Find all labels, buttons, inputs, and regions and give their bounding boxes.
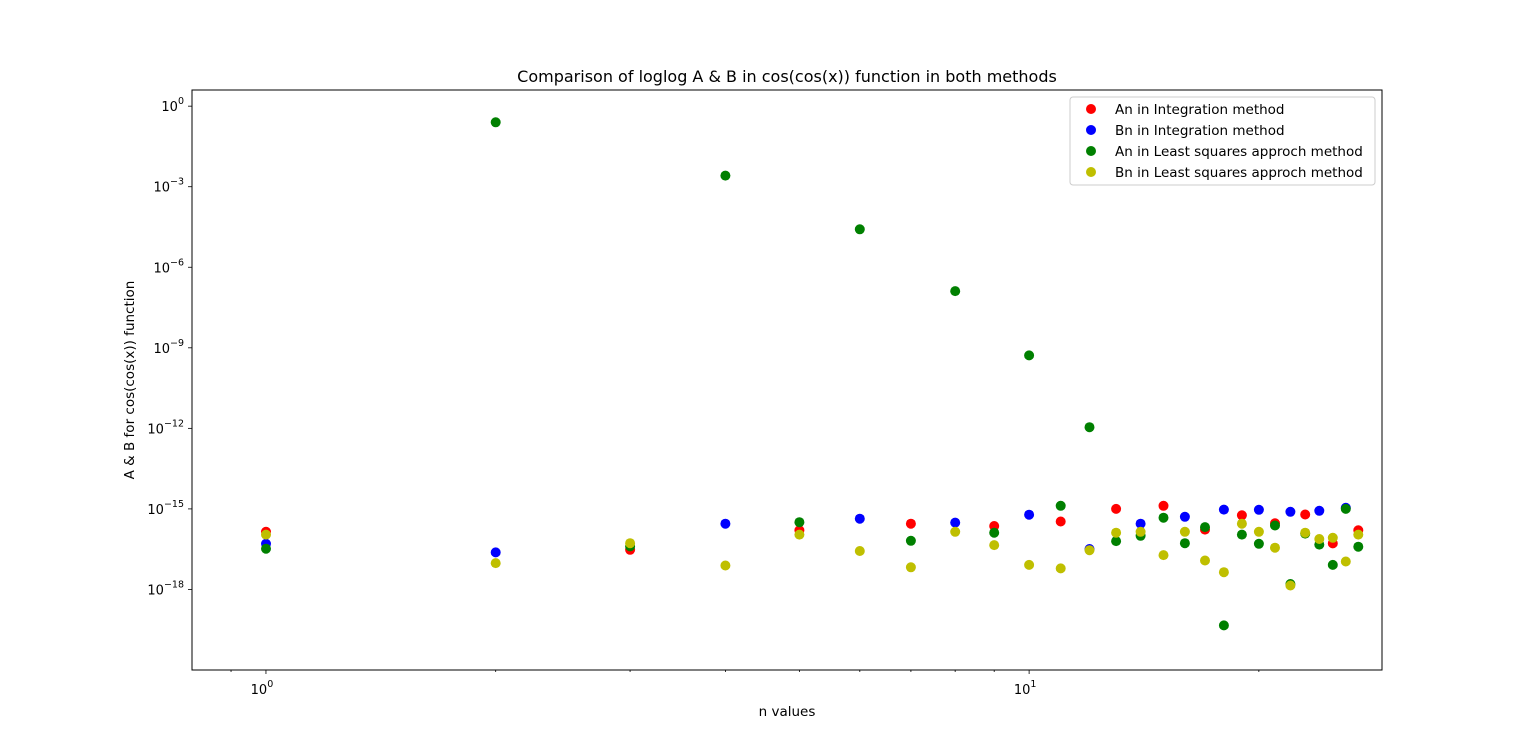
data-point bbox=[989, 540, 1000, 551]
data-point bbox=[1340, 503, 1351, 514]
data-point bbox=[1024, 559, 1035, 570]
data-point bbox=[1327, 559, 1338, 570]
data-point bbox=[1024, 509, 1035, 520]
x-tick-label: 101 bbox=[1014, 679, 1037, 698]
legend-label: Bn in Least squares approch method bbox=[1115, 165, 1363, 181]
data-point bbox=[261, 529, 271, 540]
data-point bbox=[1055, 500, 1066, 511]
data-point bbox=[1179, 511, 1190, 522]
legend-marker bbox=[1086, 104, 1096, 114]
legend-label: Bn in Integration method bbox=[1115, 123, 1285, 139]
y-tick-label: 10−9 bbox=[153, 338, 184, 357]
x-axis-ticks: 100 101 bbox=[251, 670, 1037, 698]
data-point bbox=[1179, 538, 1190, 549]
data-point bbox=[1300, 527, 1311, 538]
legend: An in Integration method Bn in Integratio… bbox=[1069, 96, 1376, 186]
data-point bbox=[1179, 526, 1190, 537]
data-point bbox=[720, 518, 731, 529]
data-point bbox=[1218, 567, 1229, 578]
y-axis-ticks: 100 10−3 10−6 10−9 10−12 10−15 10−18 bbox=[147, 96, 192, 598]
data-point bbox=[1111, 503, 1122, 514]
data-point bbox=[490, 117, 501, 128]
data-point bbox=[720, 560, 731, 571]
data-point bbox=[1236, 510, 1247, 521]
data-point bbox=[490, 558, 501, 569]
data-point bbox=[1111, 536, 1122, 547]
data-point bbox=[905, 518, 916, 529]
data-point bbox=[1111, 527, 1122, 538]
data-point bbox=[794, 529, 805, 540]
y-axis-label: A & B for cos(cos(x)) function bbox=[122, 281, 138, 480]
data-point bbox=[490, 547, 501, 558]
data-point bbox=[1236, 529, 1247, 540]
data-point bbox=[1218, 504, 1229, 515]
data-point bbox=[1270, 520, 1280, 531]
data-point bbox=[950, 286, 961, 297]
data-points bbox=[261, 117, 1364, 631]
data-point bbox=[1327, 532, 1338, 543]
data-point bbox=[1200, 555, 1210, 566]
legend-marker bbox=[1086, 167, 1096, 177]
data-point bbox=[1218, 620, 1229, 631]
legend-box bbox=[1069, 96, 1376, 186]
data-point bbox=[1314, 534, 1325, 544]
data-point bbox=[1135, 526, 1146, 537]
data-point bbox=[1353, 529, 1364, 540]
x-axis-label: n values bbox=[759, 704, 816, 720]
data-point bbox=[1285, 580, 1296, 591]
data-point bbox=[854, 513, 865, 524]
data-point bbox=[1253, 526, 1264, 537]
data-point bbox=[794, 517, 805, 528]
data-point bbox=[1300, 509, 1311, 520]
data-point bbox=[905, 562, 916, 573]
plot-frame bbox=[191, 89, 1383, 671]
data-point bbox=[625, 538, 636, 549]
data-point bbox=[1024, 350, 1035, 361]
data-point bbox=[720, 170, 731, 181]
data-point bbox=[1314, 505, 1325, 516]
data-point bbox=[1158, 500, 1169, 511]
data-point bbox=[854, 546, 865, 556]
data-point bbox=[1285, 506, 1296, 517]
data-point bbox=[950, 526, 961, 537]
series-3 bbox=[261, 117, 1364, 631]
y-tick-label: 100 bbox=[161, 96, 184, 115]
data-point bbox=[905, 535, 916, 546]
y-tick-label: 10−3 bbox=[153, 177, 184, 196]
data-point bbox=[1055, 563, 1066, 574]
x-tick-label: 100 bbox=[251, 679, 274, 698]
data-point bbox=[1253, 504, 1264, 515]
y-tick-label: 10−15 bbox=[147, 499, 184, 518]
data-point bbox=[1158, 512, 1169, 523]
data-point bbox=[1340, 556, 1351, 567]
data-point bbox=[950, 517, 961, 528]
series-4 bbox=[261, 518, 1364, 591]
y-tick-label: 10−12 bbox=[147, 418, 184, 437]
chart-title: Comparison of loglog A & B in cos(cos(x)… bbox=[517, 67, 1057, 86]
data-point bbox=[1084, 422, 1095, 433]
data-point bbox=[1055, 516, 1066, 527]
plot-area bbox=[192, 90, 1382, 670]
data-point bbox=[1253, 538, 1264, 549]
data-point bbox=[1236, 518, 1247, 529]
legend-label: An in Integration method bbox=[1115, 102, 1285, 118]
data-point bbox=[261, 543, 271, 554]
data-point bbox=[1270, 542, 1280, 553]
legend-label: An in Least squares approch method bbox=[1115, 144, 1363, 160]
y-tick-label: 10−6 bbox=[153, 257, 184, 276]
data-point bbox=[989, 527, 1000, 538]
data-point bbox=[1353, 541, 1364, 552]
data-point bbox=[1200, 522, 1210, 533]
data-point bbox=[854, 224, 865, 235]
data-point bbox=[1084, 545, 1095, 556]
legend-marker bbox=[1086, 146, 1096, 156]
data-point bbox=[1158, 550, 1169, 561]
y-tick-label: 10−18 bbox=[147, 579, 184, 598]
data-point bbox=[1135, 518, 1146, 529]
legend-marker bbox=[1086, 125, 1096, 135]
